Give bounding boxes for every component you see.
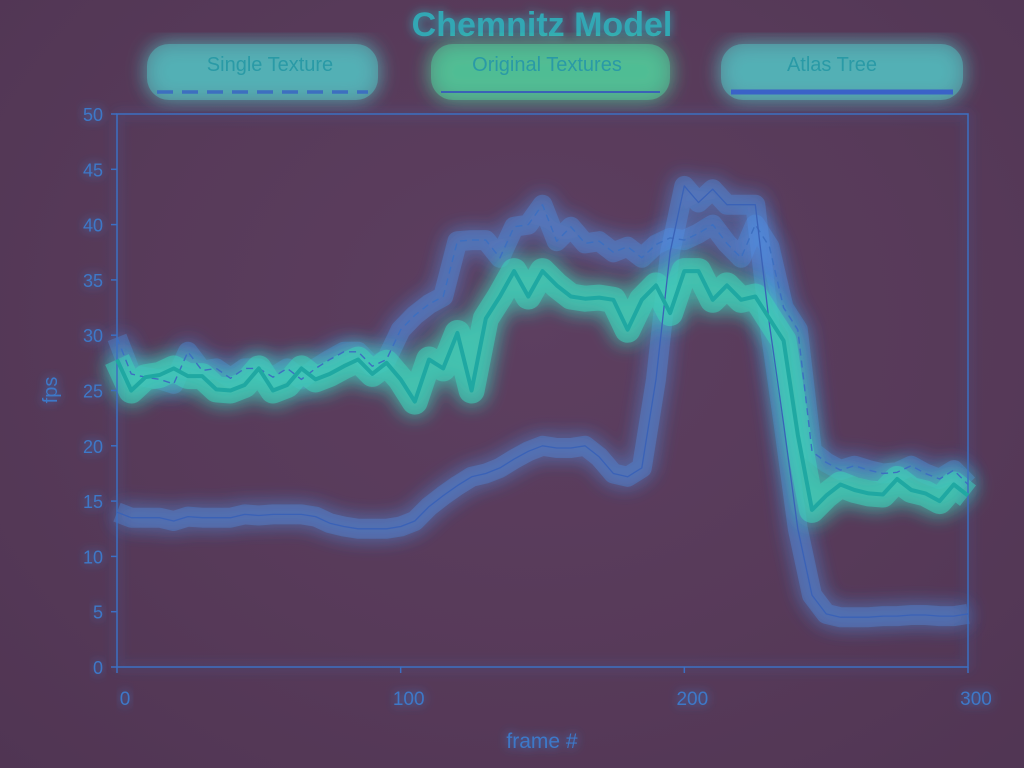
y-tick-label: 40 xyxy=(83,216,103,236)
legend-glow xyxy=(147,44,378,100)
y-tick-label: 30 xyxy=(83,326,103,346)
y-tick-label: 25 xyxy=(83,382,103,402)
x-axis-label: frame # xyxy=(506,730,578,753)
y-tick-label: 50 xyxy=(83,105,103,125)
y-tick-label: 15 xyxy=(83,492,103,512)
y-tick-label: 45 xyxy=(83,160,103,180)
legend-label: Single Texture xyxy=(207,54,333,76)
chart-title: Chemnitz Model xyxy=(412,6,673,44)
legend: Single Texture Original Textures Atlas Tre… xyxy=(147,44,963,100)
legend-item-2: Original Textures xyxy=(431,44,670,100)
y-tick-label: 20 xyxy=(83,437,103,457)
legend-glow xyxy=(721,44,963,100)
y-tick-label: 0 xyxy=(93,658,103,678)
x-tick-label: 0 xyxy=(120,689,131,710)
y-tick-label: 10 xyxy=(83,547,103,567)
series-line-2 xyxy=(116,185,969,618)
x-tick-label: 200 xyxy=(676,689,708,710)
legend-item-3: Atlas Tree xyxy=(721,44,963,100)
axes: 0 5 10 15 20 25 30 35 40 45 50 0 100 200 300 xyxy=(83,105,992,710)
y-tick-label: 35 xyxy=(83,271,103,291)
legend-label: Atlas Tree xyxy=(787,54,877,76)
y-axis-label: fps xyxy=(40,377,62,404)
series-glow-3 xyxy=(105,258,977,523)
x-tick-label: 100 xyxy=(393,689,425,710)
series-layer xyxy=(115,185,970,618)
legend-label: Original Textures xyxy=(472,54,622,76)
x-tick-label: 300 xyxy=(960,689,992,710)
series-line-3 xyxy=(115,269,970,512)
series-glow-2 xyxy=(113,175,970,628)
glow-layer xyxy=(105,175,977,628)
y-tick-label: 5 xyxy=(93,603,103,623)
legend-item-1: Single Texture xyxy=(147,44,378,100)
legend-glow xyxy=(431,44,670,100)
